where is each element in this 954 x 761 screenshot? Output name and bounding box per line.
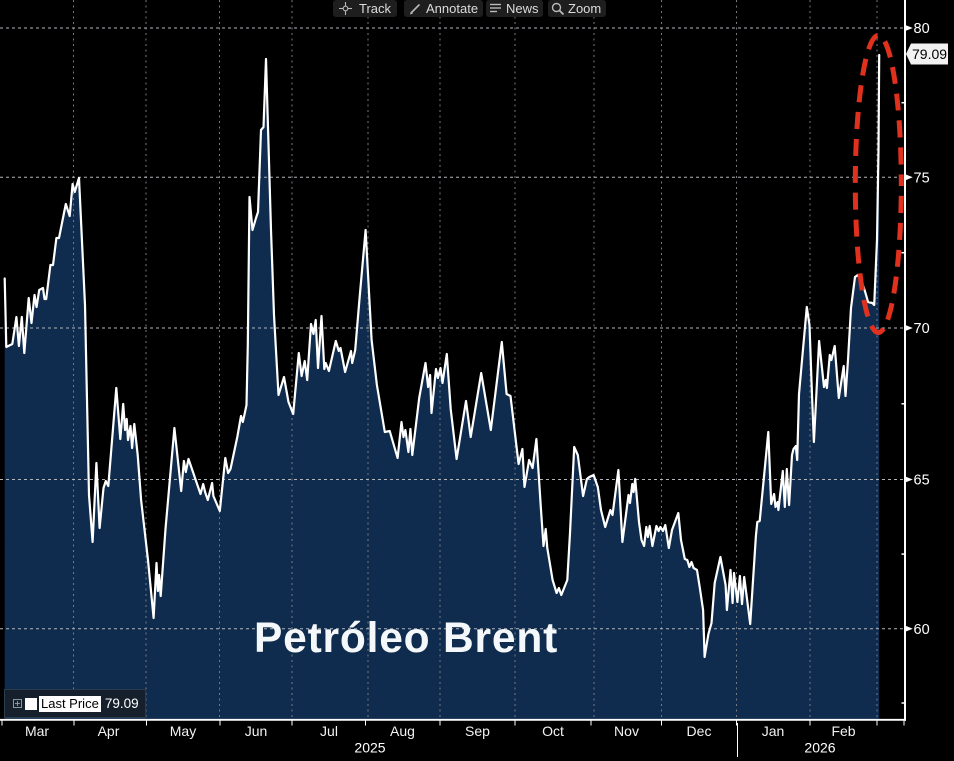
- svg-text:2025: 2025: [354, 740, 385, 756]
- svg-text:Apr: Apr: [98, 723, 120, 739]
- svg-text:Jun: Jun: [245, 723, 268, 739]
- svg-text:60: 60: [914, 622, 930, 638]
- svg-text:Oct: Oct: [542, 723, 564, 739]
- svg-text:70: 70: [914, 321, 930, 337]
- svg-text:75: 75: [914, 171, 930, 187]
- svg-text:80: 80: [914, 21, 930, 37]
- svg-text:Feb: Feb: [831, 723, 855, 739]
- svg-text:2026: 2026: [804, 740, 835, 756]
- svg-text:May: May: [170, 723, 196, 739]
- svg-text:65: 65: [914, 473, 930, 489]
- svg-text:Jul: Jul: [320, 723, 338, 739]
- svg-text:79.09: 79.09: [912, 46, 947, 62]
- svg-text:Nov: Nov: [614, 723, 639, 739]
- svg-text:Mar: Mar: [25, 723, 49, 739]
- svg-text:Sep: Sep: [465, 723, 490, 739]
- svg-text:Petróleo Brent: Petróleo Brent: [254, 615, 558, 662]
- svg-text:Dec: Dec: [687, 723, 712, 739]
- svg-text:Aug: Aug: [390, 723, 415, 739]
- svg-text:Jan: Jan: [762, 723, 785, 739]
